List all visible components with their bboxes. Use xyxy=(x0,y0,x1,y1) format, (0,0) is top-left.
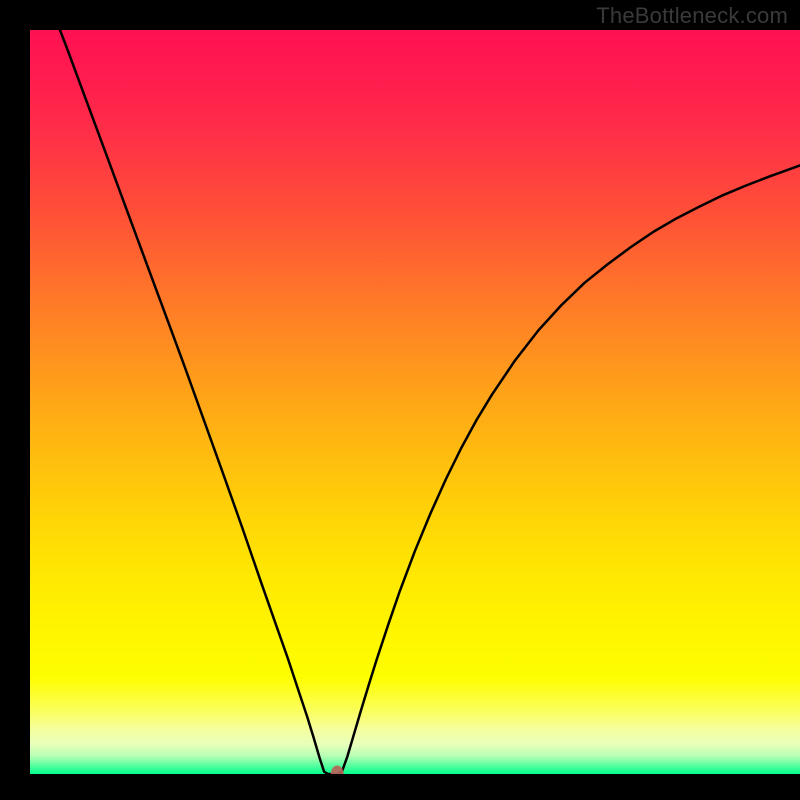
minimum-marker xyxy=(331,766,344,775)
bottleneck-curve xyxy=(30,30,800,774)
chart-plot-area xyxy=(30,30,800,774)
watermark-text: TheBottleneck.com xyxy=(596,3,788,29)
